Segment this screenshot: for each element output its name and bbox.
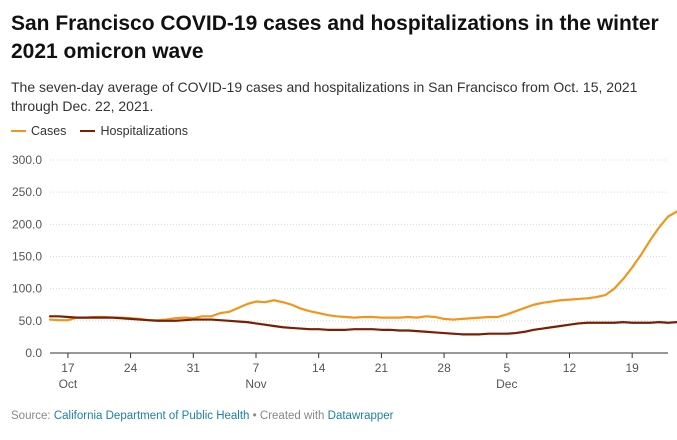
source-prefix: Source: [11,410,51,422]
y-tick-label: 0.0 [25,346,42,360]
x-tick-month-label: Oct [59,377,78,391]
series-line-cases [48,210,677,322]
x-tick-label: 7 [253,361,260,375]
x-tick-label: 21 [375,361,389,375]
chart-title: San Francisco COVID-19 cases and hospita… [11,12,659,63]
series-line-hospitalizations [48,315,677,336]
x-tick-label: 28 [437,361,451,375]
legend-swatch-hospitalizations [80,130,96,132]
x-tick-label: 24 [124,361,138,375]
x-tick-label: 12 [563,361,577,375]
line-chart: 0.0 50.0 100.0 150.0 200.0 250.0 300.0 17 Oct 24 3… [12,153,677,391]
legend-label-cases: Cases [31,124,67,138]
x-tick-label: 5 [503,361,510,375]
x-tick-label: 14 [312,361,326,375]
y-tick-label: 250.0 [12,185,42,199]
x-tick-label: 31 [187,361,201,375]
y-tick-label: 100.0 [12,282,42,296]
y-tick-label: 200.0 [12,217,42,231]
x-tick-month-label: Nov [245,377,266,391]
created-prefix: Created with [259,410,325,422]
x-tick-month-label: Dec [496,377,517,391]
y-tick-label: 150.0 [12,250,42,264]
legend-item-cases: Cases [11,124,66,138]
y-tick-label: 50.0 [19,314,43,328]
chart-legend: Cases Hospitalizations [11,124,188,138]
datawrapper-link[interactable]: Datawrapper [327,410,394,422]
footer-separator: • [252,410,257,422]
chart-subtitle: The seven-day average of COVID-19 cases … [11,79,638,114]
legend-label-hospitalizations: Hospitalizations [100,124,188,138]
source-link[interactable]: California Department of Public Health [53,410,250,422]
legend-swatch-cases [11,130,26,132]
x-tick-label: 17 [61,361,75,375]
x-tick-label: 19 [625,361,639,375]
chart-footer: Source: California Department of Public … [11,410,394,422]
y-tick-label: 300.0 [12,153,42,167]
legend-item-hospitalizations: Hospitalizations [80,124,188,138]
